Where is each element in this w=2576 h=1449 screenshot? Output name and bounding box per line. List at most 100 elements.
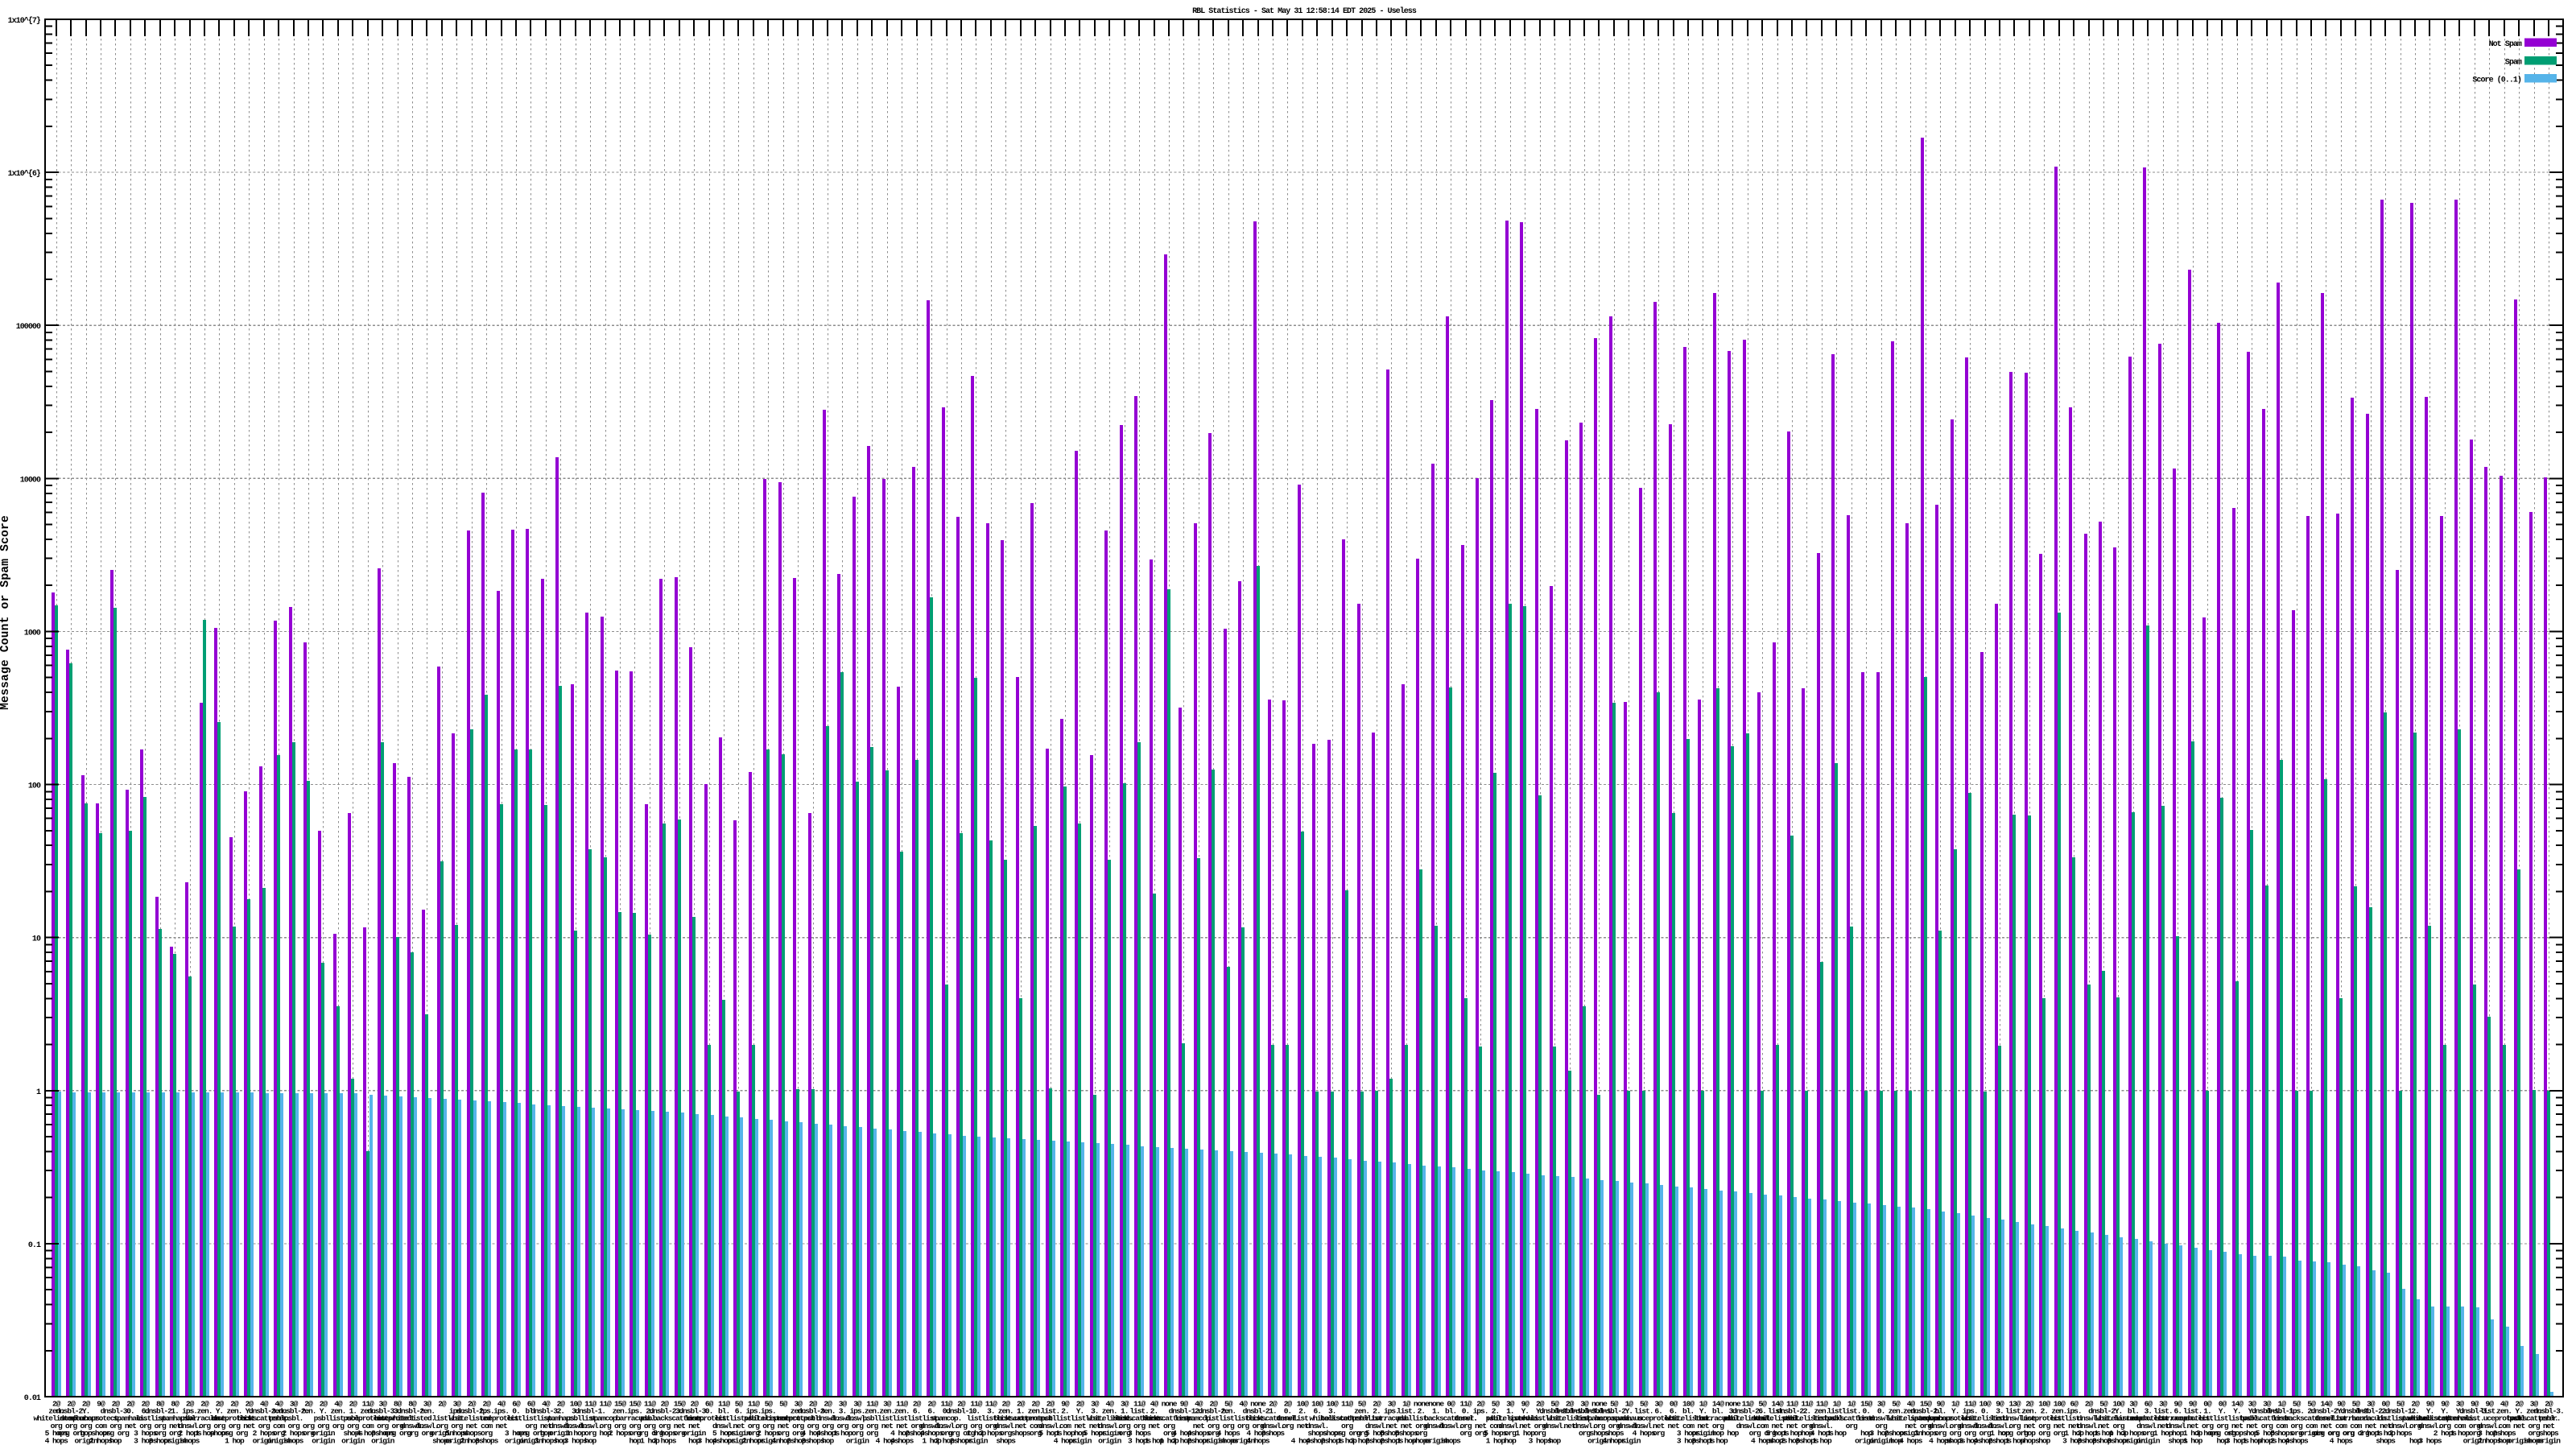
svg-text:zen.: zen.	[894, 1407, 910, 1416]
svg-text:org: org	[332, 1422, 345, 1430]
svg-text:psbl.: psbl.	[1041, 1414, 1060, 1423]
svg-text:org: org	[436, 1422, 448, 1430]
svg-text:hop: hop	[584, 1436, 597, 1445]
svg-text:3 hops: 3 hops	[1677, 1429, 1701, 1438]
svg-text:shops: shops	[2539, 1429, 2559, 1438]
svg-text:6.: 6.	[1670, 1407, 1677, 1416]
svg-text:3@: 3@	[1654, 1399, 1663, 1408]
svg-text:5@: 5@	[779, 1399, 788, 1408]
svg-text:org: org	[1356, 1429, 1368, 1438]
svg-text:bl.: bl.	[2128, 1407, 2139, 1416]
svg-text:ips.: ips.	[479, 1407, 494, 1416]
svg-text:5@: 5@	[1758, 1399, 1767, 1408]
svg-text:list.: list.	[1545, 1414, 1564, 1423]
svg-text:net: net	[1519, 1422, 1530, 1430]
svg-text:dnswl.: dnswl.	[1454, 1414, 1476, 1423]
svg-text:3.: 3.	[1729, 1407, 1736, 1416]
svg-text:2@: 2@	[1017, 1399, 1026, 1408]
svg-text:list.: list.	[1085, 1414, 1104, 1423]
svg-text:whitelisted.: whitelisted.	[1546, 1414, 1592, 1423]
svg-text:hop: hop	[2038, 1436, 2050, 1445]
svg-text:Y.: Y.	[1521, 1407, 1529, 1416]
svg-text:barracuda.: barracuda.	[1595, 1414, 1633, 1423]
svg-text:1 hop: 1 hop	[1516, 1429, 1536, 1438]
svg-text:org: org	[1415, 1429, 1427, 1438]
svg-text:ips.: ips.	[1963, 1407, 1978, 1416]
svg-text:Y.: Y.	[2441, 1407, 2448, 1416]
svg-text:org: org	[1964, 1429, 1976, 1438]
svg-text:4 hops: 4 hops	[890, 1436, 914, 1445]
svg-text:org: org	[258, 1422, 270, 1430]
svg-text:org: org	[748, 1422, 760, 1430]
svg-text:org: org	[317, 1422, 329, 1430]
svg-text:com: com	[481, 1422, 493, 1430]
svg-text:dnswl.: dnswl.	[2136, 1422, 2159, 1430]
svg-text:11@: 11@	[718, 1399, 730, 1408]
svg-text:2@: 2@	[1046, 1399, 1055, 1408]
svg-text:3@: 3@	[2456, 1399, 2465, 1408]
svg-text:list.: list.	[151, 1414, 170, 1423]
svg-text:4@: 4@	[2500, 1399, 2509, 1408]
svg-text:list.: list.	[2213, 1414, 2232, 1423]
svg-text:bl.: bl.	[718, 1407, 729, 1416]
svg-text:whitelisted.: whitelisted.	[2407, 1414, 2453, 1423]
svg-text:shops: shops	[2168, 1436, 2188, 1445]
svg-text:shops: shops	[1307, 1429, 1327, 1438]
svg-text:list.: list.	[1203, 1414, 1223, 1423]
svg-text:org: org	[1846, 1422, 1858, 1430]
svg-text:list.: list.	[1990, 1414, 2009, 1423]
svg-text:5 hops: 5 hops	[2270, 1429, 2294, 1438]
svg-text:dnsbl-2.: dnsbl-2.	[1732, 1407, 1763, 1416]
svg-text:net: net	[169, 1422, 180, 1430]
svg-text:3 hops: 3 hops	[134, 1429, 158, 1438]
svg-text:none: none	[1162, 1399, 1178, 1408]
svg-text:dnswl.: dnswl.	[1425, 1422, 1447, 1430]
svg-text:hop: hop	[2246, 1429, 2258, 1438]
svg-text:com: com	[1757, 1422, 1769, 1430]
svg-text:Y.: Y.	[1076, 1407, 1084, 1416]
svg-text:4@: 4@	[1195, 1399, 1203, 1408]
svg-text:barracuda.: barracuda.	[2337, 1414, 2375, 1423]
svg-text:2@: 2@	[1031, 1399, 1040, 1408]
svg-text:11@: 11@	[584, 1399, 597, 1408]
svg-text:psbl.: psbl.	[284, 1414, 303, 1423]
svg-text:2 hops: 2 hops	[460, 1436, 485, 1445]
svg-text:org: org	[303, 1429, 315, 1438]
svg-text:org: org	[1133, 1422, 1146, 1430]
svg-text:dnsbl-1.: dnsbl-1.	[2252, 1407, 2282, 1416]
svg-text:origin: origin	[2508, 1436, 2532, 1445]
svg-text:5 hops: 5 hops	[1380, 1429, 1404, 1438]
svg-text:org: org	[956, 1422, 968, 1430]
svg-text:1 hop: 1 hop	[1397, 1436, 1417, 1445]
svg-text:hop: hop	[1727, 1429, 1739, 1438]
svg-text:1 hop: 1 hop	[1145, 1436, 1165, 1445]
svg-text:origin: origin	[1587, 1436, 1612, 1445]
svg-text:org: org	[1415, 1422, 1427, 1430]
svg-text:list.: list.	[877, 1414, 897, 1423]
svg-text:dnswl.: dnswl.	[564, 1422, 587, 1430]
svg-text:2.: 2.	[1803, 1407, 1810, 1416]
svg-text:dnsbl-3.: dnsbl-3.	[367, 1407, 398, 1416]
svg-text:3@: 3@	[378, 1399, 387, 1408]
svg-text:list.: list.	[1367, 1414, 1386, 1423]
svg-text:4@: 4@	[497, 1399, 506, 1408]
svg-text:2 hops: 2 hops	[742, 1436, 766, 1445]
svg-text:bl.: bl.	[1682, 1407, 1694, 1416]
svg-text:net: net	[2231, 1422, 2243, 1430]
svg-text:org org: org org	[102, 1429, 130, 1438]
svg-text:org: org	[229, 1422, 241, 1430]
svg-text:psbl.: psbl.	[2509, 1414, 2529, 1423]
svg-text:4 hops: 4 hops	[920, 1429, 944, 1438]
svg-text:3 hops: 3 hops	[2478, 1429, 2502, 1438]
svg-text:hop: hop	[1801, 1429, 1813, 1438]
svg-text:4 hops: 4 hops	[712, 1436, 737, 1445]
svg-text:1@: 1@	[2277, 1399, 2286, 1408]
svg-text:2.: 2.	[1418, 1407, 1425, 1416]
svg-text:2@: 2@	[482, 1399, 491, 1408]
svg-text:list.: list.	[136, 1414, 155, 1423]
svg-text:dnswl.: dnswl.	[1306, 1422, 1328, 1430]
svg-text:3@: 3@	[2248, 1399, 2257, 1408]
svg-text:shops: shops	[1441, 1436, 1461, 1445]
svg-text:2 hops: 2 hops	[2359, 1429, 2384, 1438]
svg-text:4 hops: 4 hops	[1246, 1436, 1270, 1445]
